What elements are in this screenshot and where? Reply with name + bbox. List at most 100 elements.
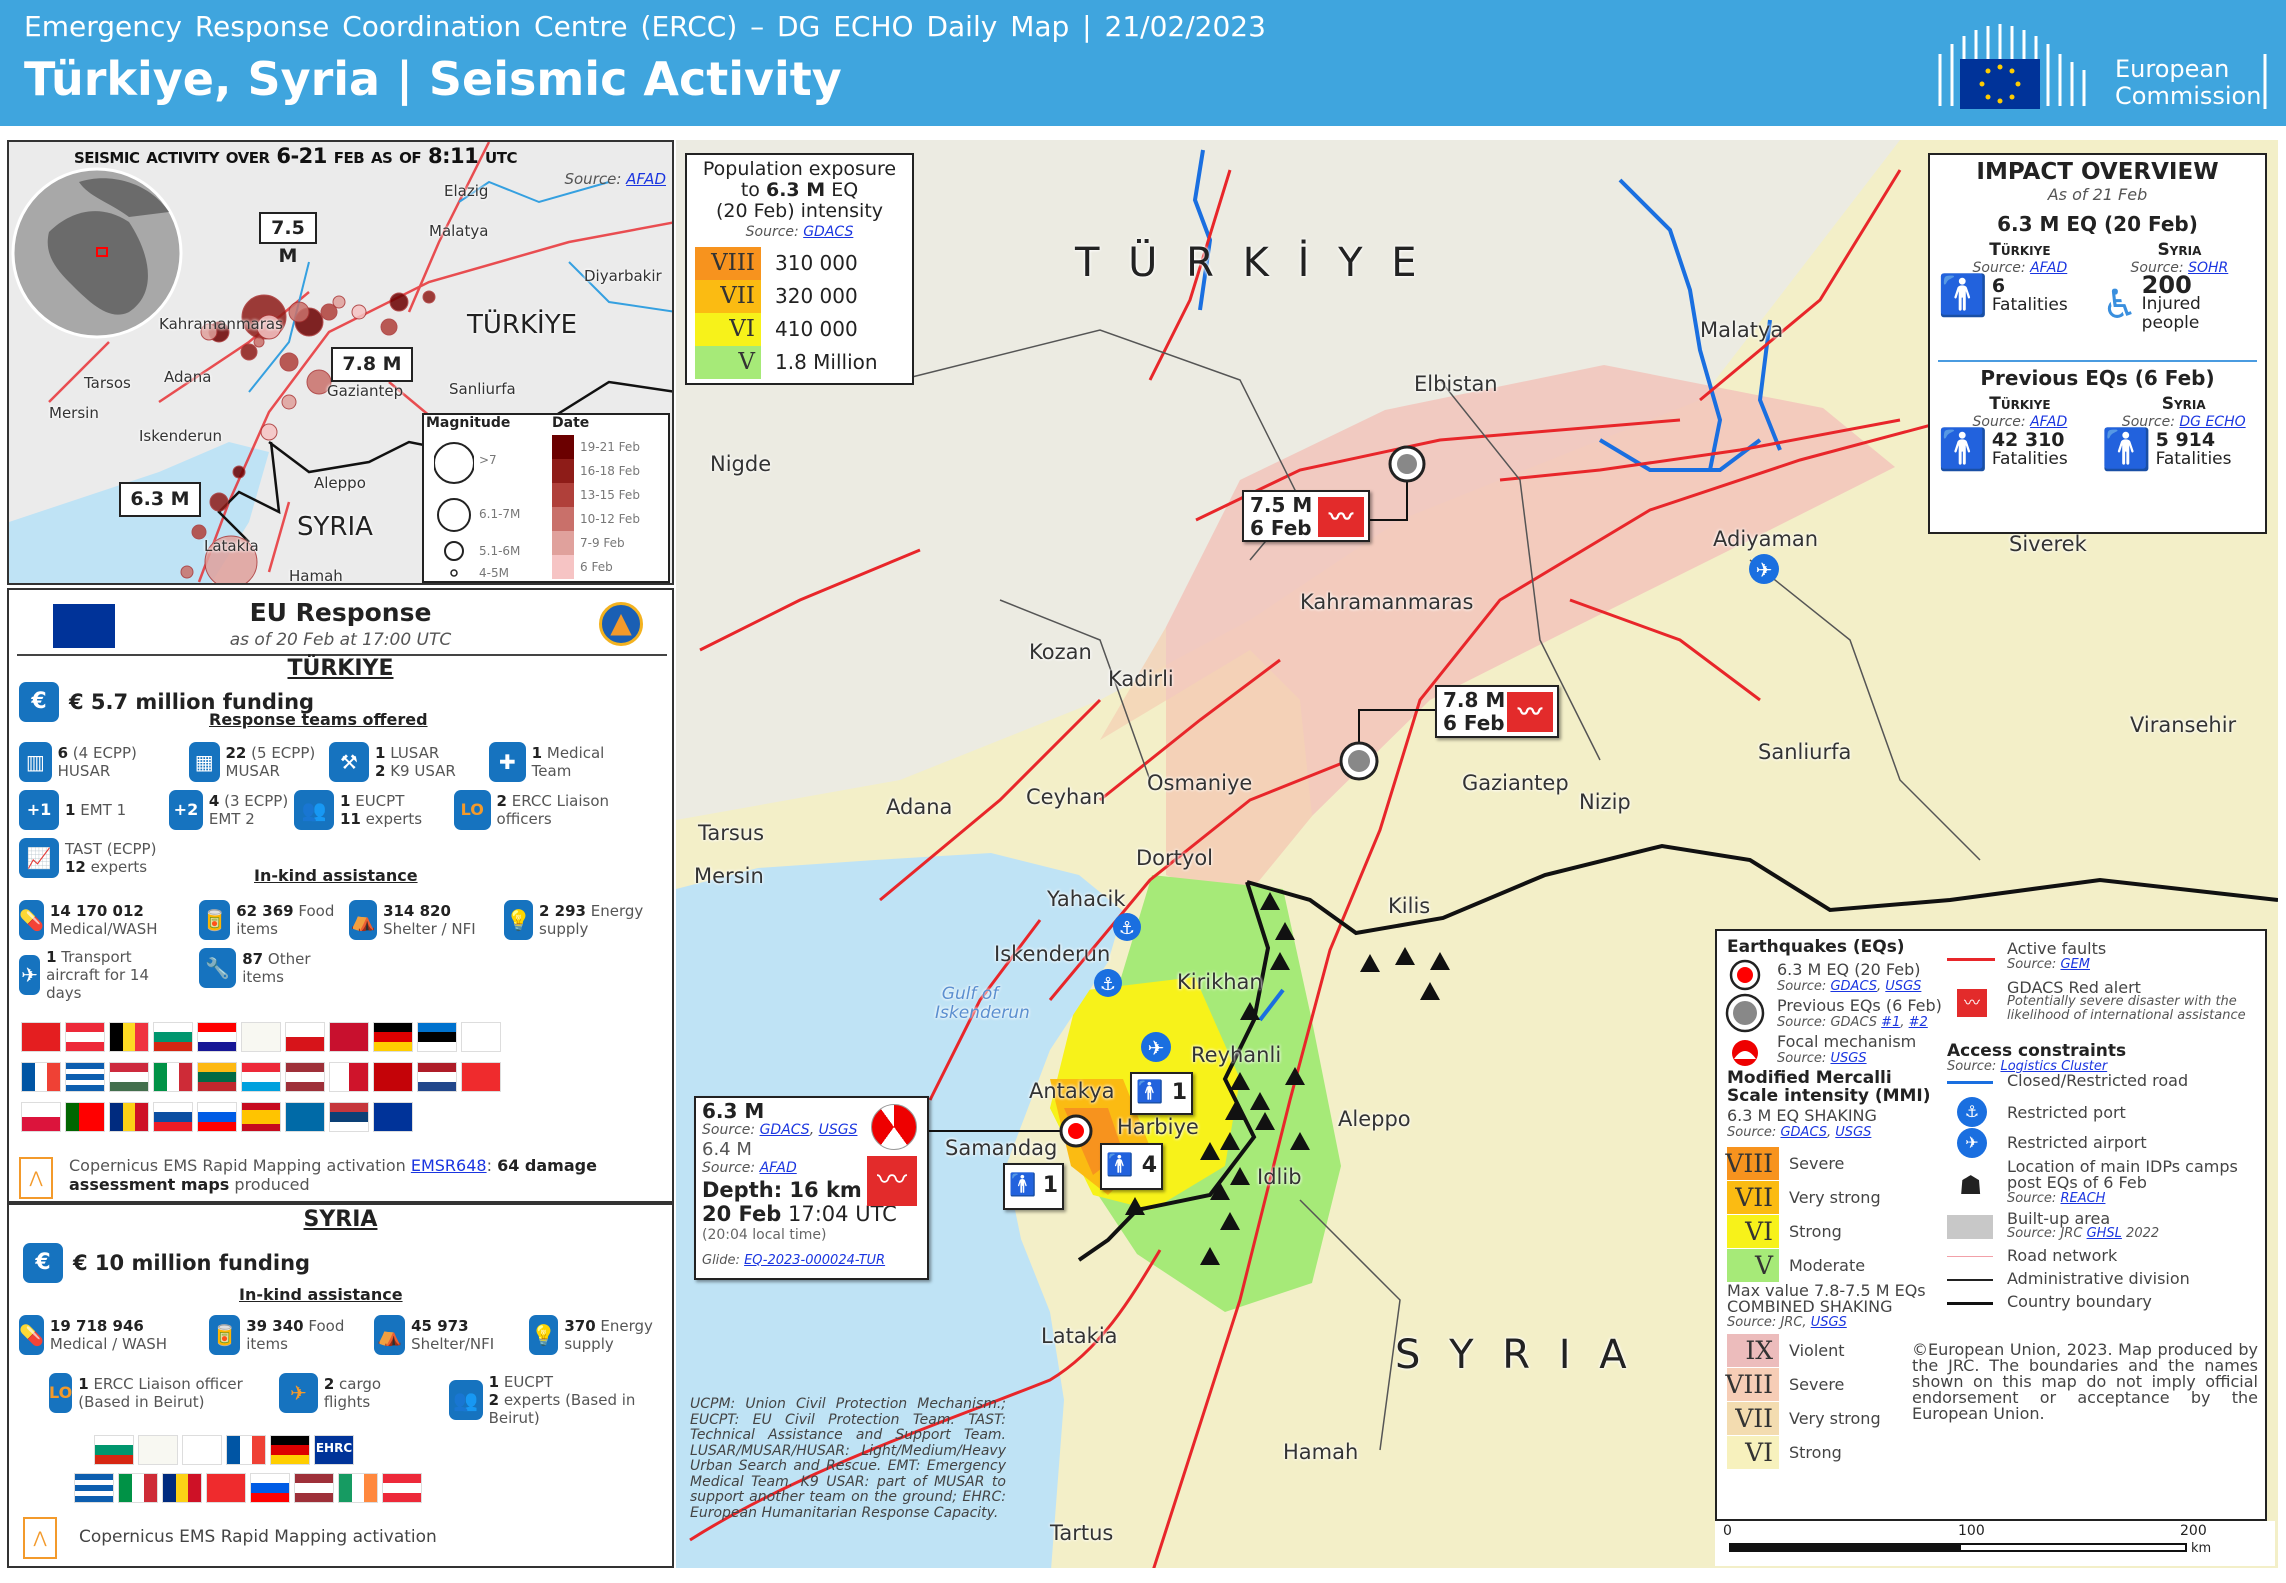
flag-eu <box>373 1102 413 1132</box>
city-label: Tartus <box>1050 1521 1114 1545</box>
city-label: Kahramanmaras <box>1300 590 1474 614</box>
earthquake-point <box>279 352 299 372</box>
liaison-item: LO 2 ERCC Liaison officers <box>454 790 654 830</box>
afad-link[interactable]: AFAD <box>626 170 666 188</box>
copernicus-icon: ⋀ <box>23 1517 57 1559</box>
acronym-footnote: UCPM: Union Civil Protection Mechanism.;… <box>690 1396 1006 1521</box>
casualty-marker[interactable]: 🚹 1 <box>1003 1163 1064 1210</box>
source-link[interactable]: SOHR <box>2188 260 2229 276</box>
usgs-link[interactable]: USGS <box>818 1122 858 1138</box>
casualty-marker[interactable]: 🚹 1 <box>1130 1072 1193 1115</box>
scale-bar: 0 100 200 km <box>1715 1521 2275 1566</box>
usgs-link[interactable]: USGS <box>1830 1051 1867 1066</box>
gulf-label: Gulf of Iskenderun <box>935 984 1030 1023</box>
flag-germany <box>270 1435 310 1465</box>
gdacs-red-alert-icon: 〰 <box>1957 989 1987 1017</box>
liaison-item: LO 1 ERCC Liaison officer (Based in Beiru… <box>49 1373 243 1413</box>
city-label: Aleppo <box>1338 1107 1411 1131</box>
source-link[interactable]: AFAD <box>2030 260 2068 276</box>
gdacs-link[interactable]: GDACS <box>1830 979 1878 994</box>
source-link[interactable]: AFAD <box>2030 414 2068 430</box>
flag-ireland <box>338 1473 378 1503</box>
location-indicator <box>96 247 108 257</box>
inset-city-label: Latakia <box>204 537 259 555</box>
person-icon: 🚹 <box>1106 1153 1134 1178</box>
logistics-cluster-link[interactable]: Logistics Cluster <box>2000 1059 2108 1074</box>
eucpt-item: 👥 1 EUCPT 11 experts <box>294 790 444 830</box>
shelter-icon: ⛺ <box>349 900 378 940</box>
afad-link[interactable]: AFAD <box>759 1160 797 1176</box>
emt1-item: +1 1 EMT 1 <box>19 790 169 830</box>
city-label: Kadirli <box>1108 667 1174 691</box>
usgs-link[interactable]: USGS <box>1885 979 1922 994</box>
copyright-notice: ©European Union, 2023. Map produced by t… <box>1912 1340 2258 1423</box>
flag-malta <box>329 1062 369 1092</box>
flag-italy <box>118 1473 158 1503</box>
flag-poland <box>21 1102 61 1132</box>
husar-item: ▥ 6 (4 ECPP) HUSAR <box>19 742 169 782</box>
flag-portugal <box>65 1102 105 1132</box>
city-label: Hamah <box>1283 1440 1359 1464</box>
flag-greece <box>65 1062 105 1092</box>
eu-response-panel-syria: SYRIA € € 10 million funding In-kind assi… <box>7 1203 674 1568</box>
shelter-item: ⛺ 45 973 Shelter/NFI <box>374 1315 524 1355</box>
gdacs-link[interactable]: GDACS <box>1780 1125 1828 1140</box>
medical-icon: 💊 <box>19 1315 44 1355</box>
fatality-person-icon: 🚹 <box>1938 427 1988 473</box>
flag-greece <box>74 1473 114 1503</box>
energy-icon: 💡 <box>504 900 534 940</box>
combined-shaking-zone-viii <box>1100 627 1312 904</box>
eu-response-panel-turkiye: ▲ EU Response as of 20 Feb at 17:00 UTC … <box>7 588 674 1203</box>
inset-city-label: Kahramanmaras <box>159 315 283 333</box>
food-icon: 🥫 <box>209 1315 241 1355</box>
inset-country-turkiye: TÜRKİYE <box>467 310 578 340</box>
musar-item: ▦ 22 (5 ECPP) MUSAR <box>189 742 339 782</box>
earthquake-point <box>306 369 332 395</box>
flag-cyprus <box>241 1022 281 1052</box>
shelter-icon: ⛺ <box>374 1315 406 1355</box>
medical-item: 💊 14 170 012 Medical/WASH <box>19 900 158 940</box>
flag-germany <box>373 1022 413 1052</box>
earthquake-point <box>240 343 258 361</box>
earthquake-point <box>351 304 367 320</box>
flag-luxembourg <box>241 1062 281 1092</box>
inset-city-label: Diyarbakir <box>584 267 662 285</box>
earthquake-point <box>260 423 278 441</box>
reach-link[interactable]: REACH <box>2060 1191 2106 1206</box>
casualty-marker[interactable]: 🚹 4 <box>1100 1143 1163 1190</box>
gdacs-link[interactable]: GDACS <box>759 1122 810 1138</box>
inset-seismic-map[interactable]: Seismic activity over 6-21 Feb as of 8:1… <box>7 140 674 585</box>
flag-belgium <box>109 1022 149 1052</box>
flag-norway <box>206 1473 246 1503</box>
food-item: 🥫 39 340 Food items <box>209 1315 359 1355</box>
inset-callout-7-8: 7.8 M <box>331 347 413 382</box>
mmi63-class: V Moderate <box>1727 1248 1881 1282</box>
euro-funding-icon: € <box>19 682 59 722</box>
flag-netherlands <box>417 1062 457 1092</box>
gdacs-link-2[interactable]: #2 <box>1908 1015 1928 1030</box>
usgs-link[interactable]: USGS <box>1835 1125 1872 1140</box>
gdacs-link-1[interactable]: #1 <box>1881 1015 1901 1030</box>
european-commission-logo-text: European Commission <box>2115 55 2262 110</box>
city-label: Adiyaman <box>1713 527 1819 551</box>
source-link[interactable]: DG ECHO <box>2179 414 2246 430</box>
emsr648-link[interactable]: EMSR648 <box>410 1156 487 1175</box>
gdacs-link[interactable]: GDACS <box>803 224 854 240</box>
usgs-link[interactable]: USGS <box>1810 1315 1847 1330</box>
ghsl-link[interactable]: GHSL <box>2086 1226 2122 1241</box>
gem-link[interactable]: GEM <box>2060 957 2090 972</box>
glide-link[interactable]: EQ-2023-000024-TUR <box>744 1253 886 1268</box>
flag-slovakia <box>153 1102 193 1132</box>
flag-france <box>226 1435 266 1465</box>
liaison-icon: LO <box>454 790 491 830</box>
earthquake-point <box>281 394 297 410</box>
exposure-row: VIII 310 000 <box>695 247 904 280</box>
city-label: Sanliurfa <box>1758 740 1852 764</box>
impact-previous-0: Türkiye Source: AFAD 🚹 42 310 Fatalities <box>1938 394 2068 473</box>
map-subtitle: Emergency Response Coordination Centre (… <box>24 10 1266 43</box>
city-label: Yahacik <box>1047 887 1126 911</box>
city-label: Elbistan <box>1414 372 1498 396</box>
exposure-row: VII 320 000 <box>695 280 904 313</box>
combined-class: VIII Severe <box>1725 1367 1845 1401</box>
